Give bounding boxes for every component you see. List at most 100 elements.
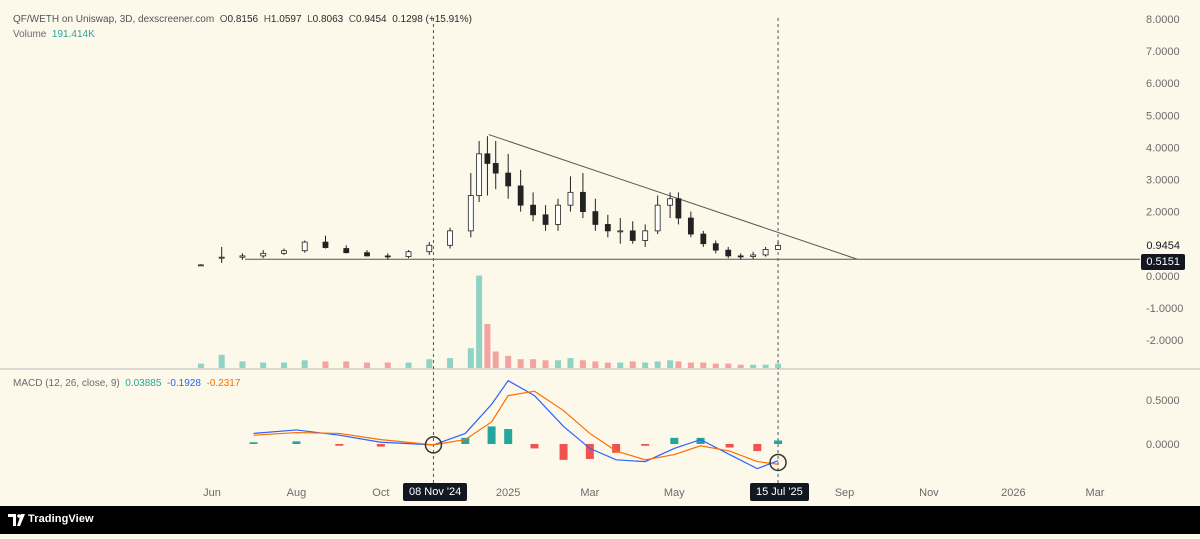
symbol-title: QF/WETH on Uniswap, 3D, dexscreener.com [13, 14, 215, 25]
candle-body [260, 252, 267, 257]
candle-body [725, 249, 732, 257]
open-label: O [219, 14, 228, 25]
macd-histogram-bar [335, 444, 344, 446]
candle-body [467, 195, 474, 232]
volume-bar [476, 275, 483, 368]
macd-histogram-bar [774, 440, 783, 444]
volume-legend: Volume 191.414K [13, 29, 95, 40]
open-value: 0.8156 [227, 14, 259, 25]
volume-bar [737, 364, 744, 368]
volume-bar [667, 360, 674, 368]
volume-bar [750, 364, 757, 368]
volume-bar [218, 354, 225, 368]
volume-bar [687, 362, 694, 368]
volume-bar [447, 358, 454, 368]
candle-body [750, 254, 757, 257]
candle-body [364, 252, 370, 257]
volume-bar [260, 362, 267, 368]
candle-body [447, 230, 453, 246]
macd-histogram-bar [612, 444, 621, 453]
high-value: 1.0597 [270, 14, 302, 25]
macd-signal-value: -0.2317 [206, 378, 241, 389]
candle-body [343, 248, 350, 254]
time-tick-label: Jun [203, 487, 221, 499]
time-tick-label: Oct [372, 487, 389, 499]
macd-histogram-bar [487, 426, 496, 444]
crossover-circle [769, 453, 787, 472]
volume-bar [484, 324, 491, 368]
volume-bar [567, 358, 574, 368]
candle-body [762, 249, 769, 256]
signal-line [253, 390, 779, 465]
candle-body [667, 198, 674, 206]
candle-body [530, 204, 536, 216]
date-marker-left: 08 Nov '24 [403, 483, 468, 501]
volume-bar [762, 364, 769, 368]
macd-label: MACD (12, 26, close, 9) [13, 378, 120, 389]
candle-body [517, 185, 524, 206]
volume-bar [301, 360, 308, 368]
candle-body [281, 250, 287, 254]
price-tick-label: 6.0000 [1146, 78, 1180, 90]
tradingview-logo-icon [8, 514, 25, 526]
candle-body [580, 191, 586, 212]
volume-bar [654, 361, 661, 368]
volume-value: 191.414K [51, 29, 95, 40]
candle-body [642, 230, 649, 241]
close-label: C [348, 14, 357, 25]
candle-body [301, 241, 308, 252]
volume-bar [675, 361, 682, 368]
volume-bar [517, 359, 524, 368]
price-tick-label: 4.0000 [1146, 142, 1180, 154]
candle-body [629, 230, 636, 241]
macd-tick-label: 0.0000 [1146, 439, 1180, 451]
volume-bar [197, 363, 204, 368]
volume-bar [505, 355, 512, 368]
candle-body [555, 204, 561, 225]
volume-bar [555, 360, 562, 368]
volume-bar [405, 362, 412, 368]
macd-tick-label: 0.5000 [1146, 395, 1180, 407]
time-tick-label: Sep [835, 487, 855, 499]
price-tick-label: 5.0000 [1146, 110, 1180, 122]
macd-histogram-bar [696, 437, 705, 444]
macd-histogram-bar [559, 444, 568, 460]
candle-body [542, 214, 549, 225]
tradingview-brand[interactable]: TradingView [28, 513, 94, 525]
low-label: L [307, 14, 313, 25]
volume-bar [629, 361, 636, 368]
volume-bar [542, 360, 549, 368]
candle-body [700, 233, 707, 245]
macd-hist-value: 0.03885 [125, 378, 162, 389]
high-label: H [263, 14, 271, 25]
candle-body [426, 244, 433, 253]
time-tick-label: Mar [580, 487, 599, 499]
macd-histogram-bar [641, 444, 650, 446]
candle-body [567, 191, 574, 206]
candle-body [405, 251, 412, 257]
macd-histogram-bar [376, 444, 385, 447]
candle-body [198, 264, 204, 267]
candle-body [712, 243, 719, 251]
macd-histogram-bar [504, 429, 513, 444]
volume-bar [467, 348, 474, 368]
volume-bar [579, 360, 586, 368]
macd-histogram-bar [461, 437, 470, 444]
time-tick-label: 2026 [1001, 487, 1025, 499]
volume-bar [426, 359, 433, 368]
price-tick-label: -2.0000 [1146, 335, 1183, 347]
time-tick-label: Nov [919, 487, 939, 499]
macd-histogram-bar [585, 444, 594, 459]
candle-body [675, 198, 682, 219]
macd-line-value: -0.1928 [167, 378, 201, 389]
close-value: 0.9454 [356, 14, 387, 25]
date-marker-right: 15 Jul '25 [750, 483, 809, 501]
time-tick-label: May [664, 487, 685, 499]
current-price-badge: 0.9454 [1141, 238, 1185, 254]
candle-body [484, 153, 491, 164]
price-tick-label: 7.0000 [1146, 46, 1180, 58]
volume-bar [530, 359, 537, 368]
price-tick-label: 0.0000 [1146, 271, 1180, 283]
